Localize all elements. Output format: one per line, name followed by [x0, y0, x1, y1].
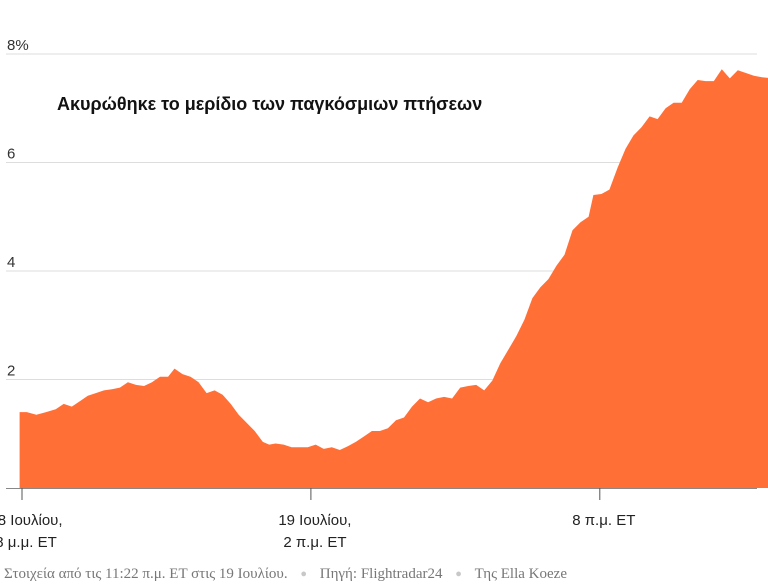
data-timestamp-note: Στοιχεία από τις 11:22 π.μ. ET στις 19 Ι…: [4, 566, 288, 582]
x-tick-label: 18 Ιουλίου,: [0, 512, 63, 529]
separator-dot: ●: [455, 568, 462, 580]
y-axis-tick-labels: 8% 6 4 2: [7, 37, 29, 380]
cancelled-share-area: [19, 69, 768, 488]
source-credit: Πηγή: Flightradar24: [319, 566, 443, 582]
byline: Της Ella Koeze: [474, 566, 567, 582]
flight-cancellations-area-chart: 8% 6 4 2 18 Ιουλίου, 8 μ.μ. ET 19 Ιουλίου, 2 π…: [0, 37, 768, 551]
separator-dot: ●: [300, 568, 307, 580]
y-tick-label: 2: [7, 363, 15, 380]
x-tick-label: 8 μ.μ. ET: [0, 534, 57, 551]
y-tick-label: 6: [7, 146, 15, 163]
y-tick-label: 8%: [7, 37, 29, 54]
x-tick-label: 19 Ιουλίου,: [278, 512, 351, 529]
x-tick-label: 2 π.μ. ET: [283, 534, 346, 551]
x-tick-label: 8 π.μ. ET: [572, 512, 635, 529]
y-tick-label: 4: [7, 254, 15, 271]
x-axis-ticks: 18 Ιουλίου, 8 μ.μ. ET 19 Ιουλίου, 2 π.μ. ET…: [0, 488, 635, 551]
chart-title: Ακυρώθηκε το μερίδιο των παγκόσμιων πτήσ…: [57, 94, 482, 114]
chart-footer: Στοιχεία από τις 11:22 π.μ. ET στις 19 Ι…: [4, 566, 567, 583]
